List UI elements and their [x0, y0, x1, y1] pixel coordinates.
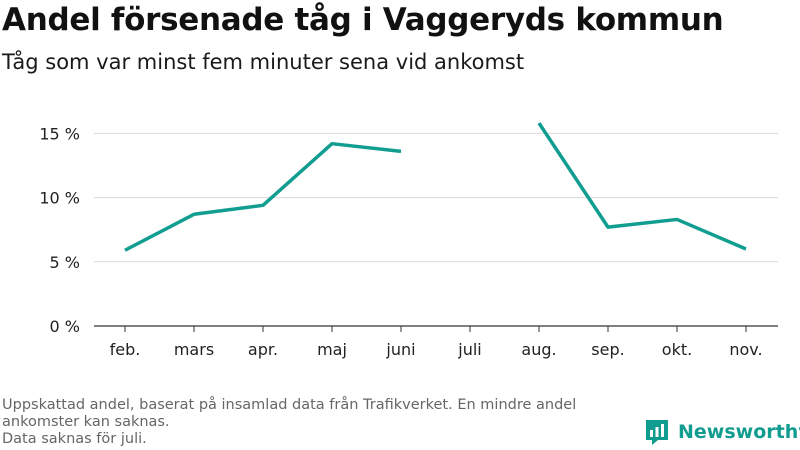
line-chart: 0 % 5 % 10 % 15 % feb. mars apr. maj juni juli au…: [39, 122, 778, 359]
y-tick-label: 5 %: [50, 253, 80, 272]
chart-title: Andel försenade tåg i Vaggeryds kommun: [2, 2, 724, 38]
y-tick-label: 0 %: [50, 317, 80, 336]
newsworthy-logo-icon: [646, 420, 668, 445]
x-tick-label: feb.: [110, 340, 141, 359]
footnote-source: Uppskattad andel, baserat på insamlad da…: [2, 397, 577, 430]
x-tick-label: juli: [457, 340, 481, 359]
x-tick-label: sep.: [591, 340, 624, 359]
y-tick-label: 15 %: [39, 124, 80, 143]
footnote-missing-data: Data saknas för juli.: [2, 431, 147, 447]
chart-subtitle: Tåg som var minst fem minuter sena vid a…: [2, 50, 525, 74]
brand: Newsworthy: [644, 418, 800, 446]
brand-name: Newsworthy: [678, 421, 800, 443]
series-line: [124, 141, 402, 252]
x-tick-label: aug.: [521, 340, 556, 359]
gridlines: [94, 132, 778, 263]
footnote: Uppskattad andel, baserat på insamlad da…: [2, 397, 642, 448]
x-tick-label: mars: [174, 340, 214, 359]
x-tick-label: apr.: [248, 340, 278, 359]
x-tick-label: nov.: [729, 340, 762, 359]
x-tick-label: okt.: [662, 340, 692, 359]
series-line: [537, 122, 747, 251]
x-tick-label: juni: [385, 340, 415, 359]
series-lines: [124, 122, 747, 252]
y-tick-label: 10 %: [39, 189, 80, 208]
x-axis: feb. mars apr. maj juni juli aug. sep. okt. nov.: [94, 325, 778, 359]
x-tick-label: maj: [317, 340, 347, 359]
y-axis: 0 % 5 % 10 % 15 %: [39, 124, 80, 336]
